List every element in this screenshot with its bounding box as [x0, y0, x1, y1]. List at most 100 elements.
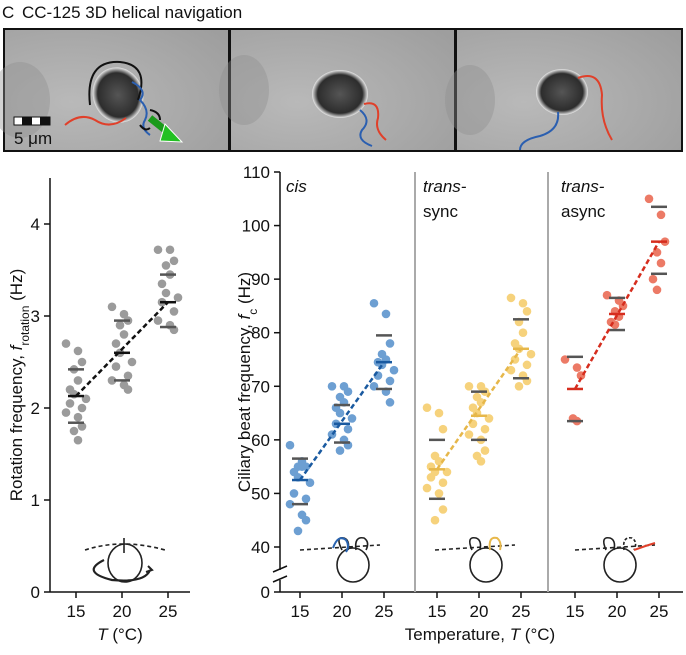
- y-tick-label: 2: [31, 399, 40, 418]
- data-point: [297, 462, 307, 471]
- data-point: [438, 505, 448, 514]
- x-tick-label: 20: [333, 602, 352, 621]
- data-point: [652, 285, 662, 295]
- data-point: [464, 381, 474, 391]
- data-point: [77, 357, 87, 367]
- data-point: [572, 363, 582, 372]
- data-point: [123, 371, 133, 381]
- y-tick-label: 60: [251, 431, 270, 450]
- y-axis-label-part: Ciliary beat frequency,: [235, 319, 254, 492]
- data-point: [111, 362, 121, 371]
- data-point: [343, 424, 353, 434]
- x-tick-label: 25: [650, 602, 669, 621]
- x-tick-label: 15: [428, 602, 447, 621]
- data-point: [327, 381, 337, 391]
- data-point: [73, 376, 83, 385]
- data-point: [69, 426, 79, 436]
- fit-line: [75, 301, 169, 397]
- y-tick-label: 110: [243, 163, 270, 182]
- data-point: [73, 346, 83, 356]
- data-point: [165, 245, 175, 255]
- x-axis-label-part: Temperature,: [405, 625, 510, 644]
- y-axis-label-part: rotation: [18, 306, 32, 346]
- y-axis-label-part: c: [246, 309, 260, 315]
- data-point: [289, 489, 299, 498]
- figure-title: CC-125 3D helical navigation: [22, 3, 242, 22]
- data-point: [434, 456, 444, 466]
- data-point: [153, 245, 163, 255]
- y-tick-label: 0: [31, 583, 40, 602]
- data-point: [169, 256, 179, 266]
- data-point: [343, 387, 353, 396]
- rotation-chart: 0 1 2 3 4 15 20 25 Rotation frequency, frotation…: [7, 178, 190, 644]
- data-point: [434, 489, 444, 498]
- panel-title: async: [561, 202, 606, 221]
- data-point: [522, 306, 532, 316]
- y-axis-label-part: Rotation frequency,: [7, 350, 26, 501]
- data-point: [111, 339, 121, 348]
- x-tick-label: 25: [375, 602, 394, 621]
- data-point: [347, 414, 357, 423]
- y-axis-label-part: f: [7, 343, 26, 350]
- y-tick-label: 1: [31, 491, 40, 510]
- y-tick-label: 3: [31, 307, 40, 326]
- data-point: [656, 210, 666, 220]
- x-tick-label: 15: [291, 602, 310, 621]
- y-tick-label: 4: [31, 215, 40, 234]
- data-point: [369, 298, 379, 308]
- data-point: [73, 435, 83, 445]
- data-point: [123, 385, 133, 394]
- data-point: [438, 478, 448, 488]
- data-point: [518, 298, 528, 308]
- scale-bar-label: 5 μm: [14, 129, 52, 148]
- y-tick-label: 0: [261, 583, 270, 602]
- data-point: [77, 403, 87, 413]
- panel-title: cis: [286, 177, 307, 196]
- data-point: [385, 376, 395, 386]
- y-axis-label: Ciliary beat frequency, fc (Hz): [235, 272, 260, 492]
- y-axis-label-part: f: [235, 312, 254, 319]
- data-point: [464, 430, 474, 439]
- data-point: [480, 446, 490, 455]
- fit-line: [573, 241, 661, 390]
- panel-title: trans-: [423, 177, 467, 196]
- data-point: [656, 258, 666, 268]
- panel-title: sync: [423, 202, 458, 221]
- data-point: [119, 330, 129, 339]
- data-point: [61, 339, 71, 348]
- axis-break: [272, 575, 288, 583]
- data-point: [644, 194, 654, 204]
- x-axis-label-part: (°C): [520, 625, 555, 644]
- y-tick-label: 50: [251, 484, 270, 503]
- data-point: [518, 328, 528, 338]
- y-axis-label-part: (Hz): [235, 272, 254, 309]
- x-tick-label: 25: [512, 602, 531, 621]
- data-point: [422, 403, 432, 413]
- data-point: [526, 349, 536, 359]
- y-tick-label: 80: [251, 324, 270, 343]
- data-point: [107, 302, 117, 312]
- panel-label: C: [2, 3, 14, 22]
- data-point: [301, 515, 311, 525]
- data-point: [61, 408, 71, 417]
- data-point: [430, 515, 440, 525]
- data-point: [293, 526, 303, 536]
- data-point: [422, 483, 432, 493]
- data-point: [169, 307, 179, 316]
- data-point: [335, 408, 345, 418]
- data-point: [77, 422, 87, 431]
- x-tick-label: 25: [159, 602, 178, 621]
- data-point: [107, 376, 117, 385]
- data-point: [119, 309, 129, 319]
- x-axis-label-part: (°C): [108, 625, 143, 644]
- data-point: [157, 279, 167, 289]
- x-axis-label-part: T: [97, 625, 109, 644]
- data-point: [161, 288, 171, 298]
- data-point: [65, 399, 75, 408]
- y-axis-label: Rotation frequency, frotation (Hz): [7, 269, 32, 501]
- data-point: [385, 398, 395, 407]
- x-axis-label: T (°C): [97, 625, 143, 644]
- data-point: [73, 412, 83, 422]
- data-point: [506, 293, 516, 303]
